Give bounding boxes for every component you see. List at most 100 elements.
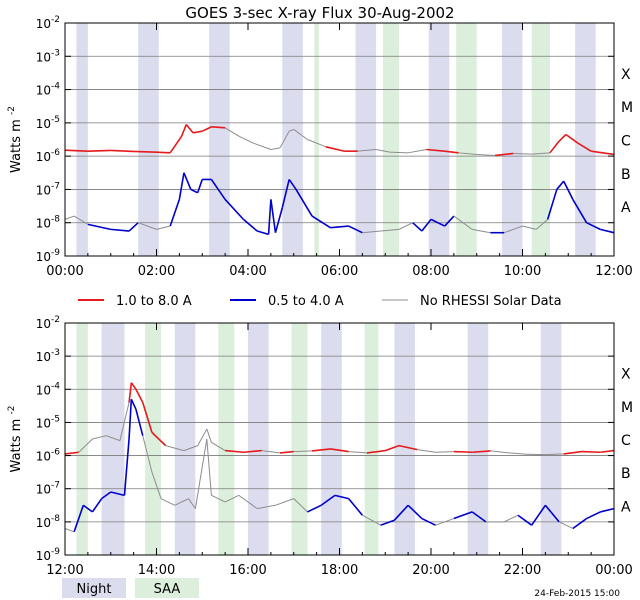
series-long-segment-bottom-35 [581, 450, 601, 454]
series-short-segment-bottom-20 [257, 504, 276, 510]
series-short-segment-top-42 [572, 199, 588, 224]
series-long-segment-top-36 [591, 150, 615, 156]
y-tick-label-bottom-1: 10-8 [36, 514, 61, 530]
series-long-segment-top-12 [238, 135, 253, 144]
series-long-segment-top-0 [64, 149, 88, 152]
series-short-segment-top-11 [196, 179, 204, 194]
series-short-segment-bottom-33 [453, 511, 473, 520]
series-long-segment-top-22 [376, 148, 390, 153]
legend-label-1: 0.5 to 4.0 A [268, 294, 344, 309]
series-long-segment-bottom-12 [197, 428, 208, 446]
series-short-segment-bottom-16 [206, 438, 212, 496]
chart-title: GOES 3-sec X-ray Flux 30-Aug-2002 [185, 4, 454, 22]
shading-legend-box-1 [135, 578, 199, 598]
series-short-segment-top-37 [522, 225, 537, 230]
series-long-segment-bottom-31 [508, 452, 528, 455]
series-short-segment-bottom-4 [101, 491, 112, 500]
series-short-segment-bottom-43 [600, 507, 615, 513]
series-long-segment-bottom-29 [472, 450, 491, 454]
series-long-segment-top-16 [289, 129, 294, 132]
series-short-segment-bottom-30 [407, 504, 423, 520]
series-short-segment-top-39 [546, 189, 558, 220]
saa-band-top-1 [382, 23, 399, 256]
saa-band-bottom-1 [145, 323, 162, 555]
series-long-segment-bottom-9 [151, 431, 167, 447]
night-band-top-7 [575, 23, 596, 256]
y-tick-label-bottom-5: 10-4 [36, 381, 61, 397]
series-long-segment-top-29 [494, 152, 514, 157]
series-short-segment-top-7 [169, 199, 181, 227]
series-long-segment-bottom-0 [64, 451, 79, 455]
series-long-segment-bottom-10 [165, 445, 185, 452]
series-short-segment-top-21 [288, 178, 297, 190]
x-tick-label-bottom-1: 14:00 [138, 563, 175, 578]
series-short-segment-top-28 [398, 222, 413, 230]
y-tick-label-top-0: 10-9 [36, 248, 61, 264]
shading-legend-box-0 [62, 578, 126, 598]
series-short-segment-bottom-36 [503, 514, 519, 523]
y-tick-label-top-1: 10-8 [36, 215, 61, 231]
series-short-segment-top-13 [210, 178, 226, 200]
y-tick-label-top-2: 10-7 [36, 181, 60, 197]
y-axis-label-bottom: Watts m -2 [7, 406, 24, 473]
series-short-segment-bottom-34 [471, 511, 487, 523]
series-short-segment-top-23 [311, 215, 331, 229]
series-short-segment-top-38 [535, 219, 548, 230]
series-short-segment-top-17 [267, 199, 272, 235]
series-long-segment-top-8 [192, 130, 203, 134]
flare-class-bottom-M: M [621, 400, 633, 416]
y-tick-label-top-4: 10-5 [36, 115, 60, 131]
night-band-top-4 [355, 23, 377, 256]
series-long-segment-bottom-23 [366, 449, 386, 454]
saa-band-bottom-0 [76, 323, 88, 555]
series-long-segment-bottom-30 [490, 450, 509, 454]
series-short-segment-bottom-37 [517, 514, 533, 526]
y-axis-label-top: Watts m -2 [7, 106, 24, 173]
series-long-segment-top-5 [169, 135, 183, 154]
x-tick-label-top-1: 02:00 [138, 264, 175, 279]
night-band-bottom-6 [540, 323, 562, 555]
series-short-segment-bottom-25 [334, 494, 349, 500]
series-long-segment-top-17 [293, 129, 308, 140]
series-short-segment-bottom-11 [151, 471, 162, 499]
x-tick-label-top-4: 08:00 [412, 264, 449, 279]
night-band-bottom-2 [248, 323, 269, 555]
series-short-segment-top-34 [472, 228, 491, 234]
series-short-segment-top-18 [270, 199, 277, 233]
series-long-segment-top-21 [357, 148, 377, 152]
series-long-segment-top-2 [110, 149, 134, 153]
flare-class-top-A: A [621, 200, 631, 216]
series-long-segment-bottom-7 [135, 388, 144, 403]
series-long-segment-bottom-36 [600, 449, 615, 454]
saa-band-bottom-4 [364, 323, 379, 555]
series-short-segment-top-5 [138, 222, 157, 230]
series-short-segment-bottom-3 [91, 498, 103, 513]
footer-date: 24-Feb-2015 15:00 [534, 589, 620, 599]
flare-class-bottom-A: A [621, 499, 631, 515]
series-long-segment-top-19 [325, 146, 345, 152]
series-short-segment-bottom-7 [128, 399, 133, 440]
shading-legend-label-0: Night [77, 582, 112, 597]
y-tick-label-top-5: 10-4 [36, 82, 61, 98]
series-short-segment-top-6 [156, 225, 171, 230]
y-tick-label-bottom-2: 10-7 [36, 481, 60, 497]
night-band-top-6 [501, 23, 523, 256]
series-long-segment-bottom-21 [330, 448, 349, 453]
series-long-segment-bottom-24 [384, 444, 400, 452]
night-band-top-3 [282, 23, 303, 256]
series-long-segment-bottom-22 [348, 451, 367, 454]
x-tick-label-top-2: 04:00 [229, 264, 266, 279]
y-tick-label-top-7: 10-2 [36, 15, 60, 31]
series-long-segment-top-4 [156, 151, 171, 154]
series-short-segment-bottom-1 [73, 505, 85, 533]
series-long-segment-top-33 [558, 133, 567, 142]
series-long-segment-bottom-8 [142, 402, 153, 433]
series-long-segment-top-18 [307, 139, 326, 148]
night-band-bottom-3 [321, 323, 342, 555]
night-band-top-0 [76, 23, 88, 256]
series-short-segment-bottom-14 [188, 498, 196, 509]
series-short-segment-bottom-19 [238, 494, 258, 510]
series-long-segment-bottom-18 [279, 450, 294, 454]
series-short-segment-top-24 [330, 225, 349, 229]
series-long-segment-bottom-19 [293, 450, 313, 453]
